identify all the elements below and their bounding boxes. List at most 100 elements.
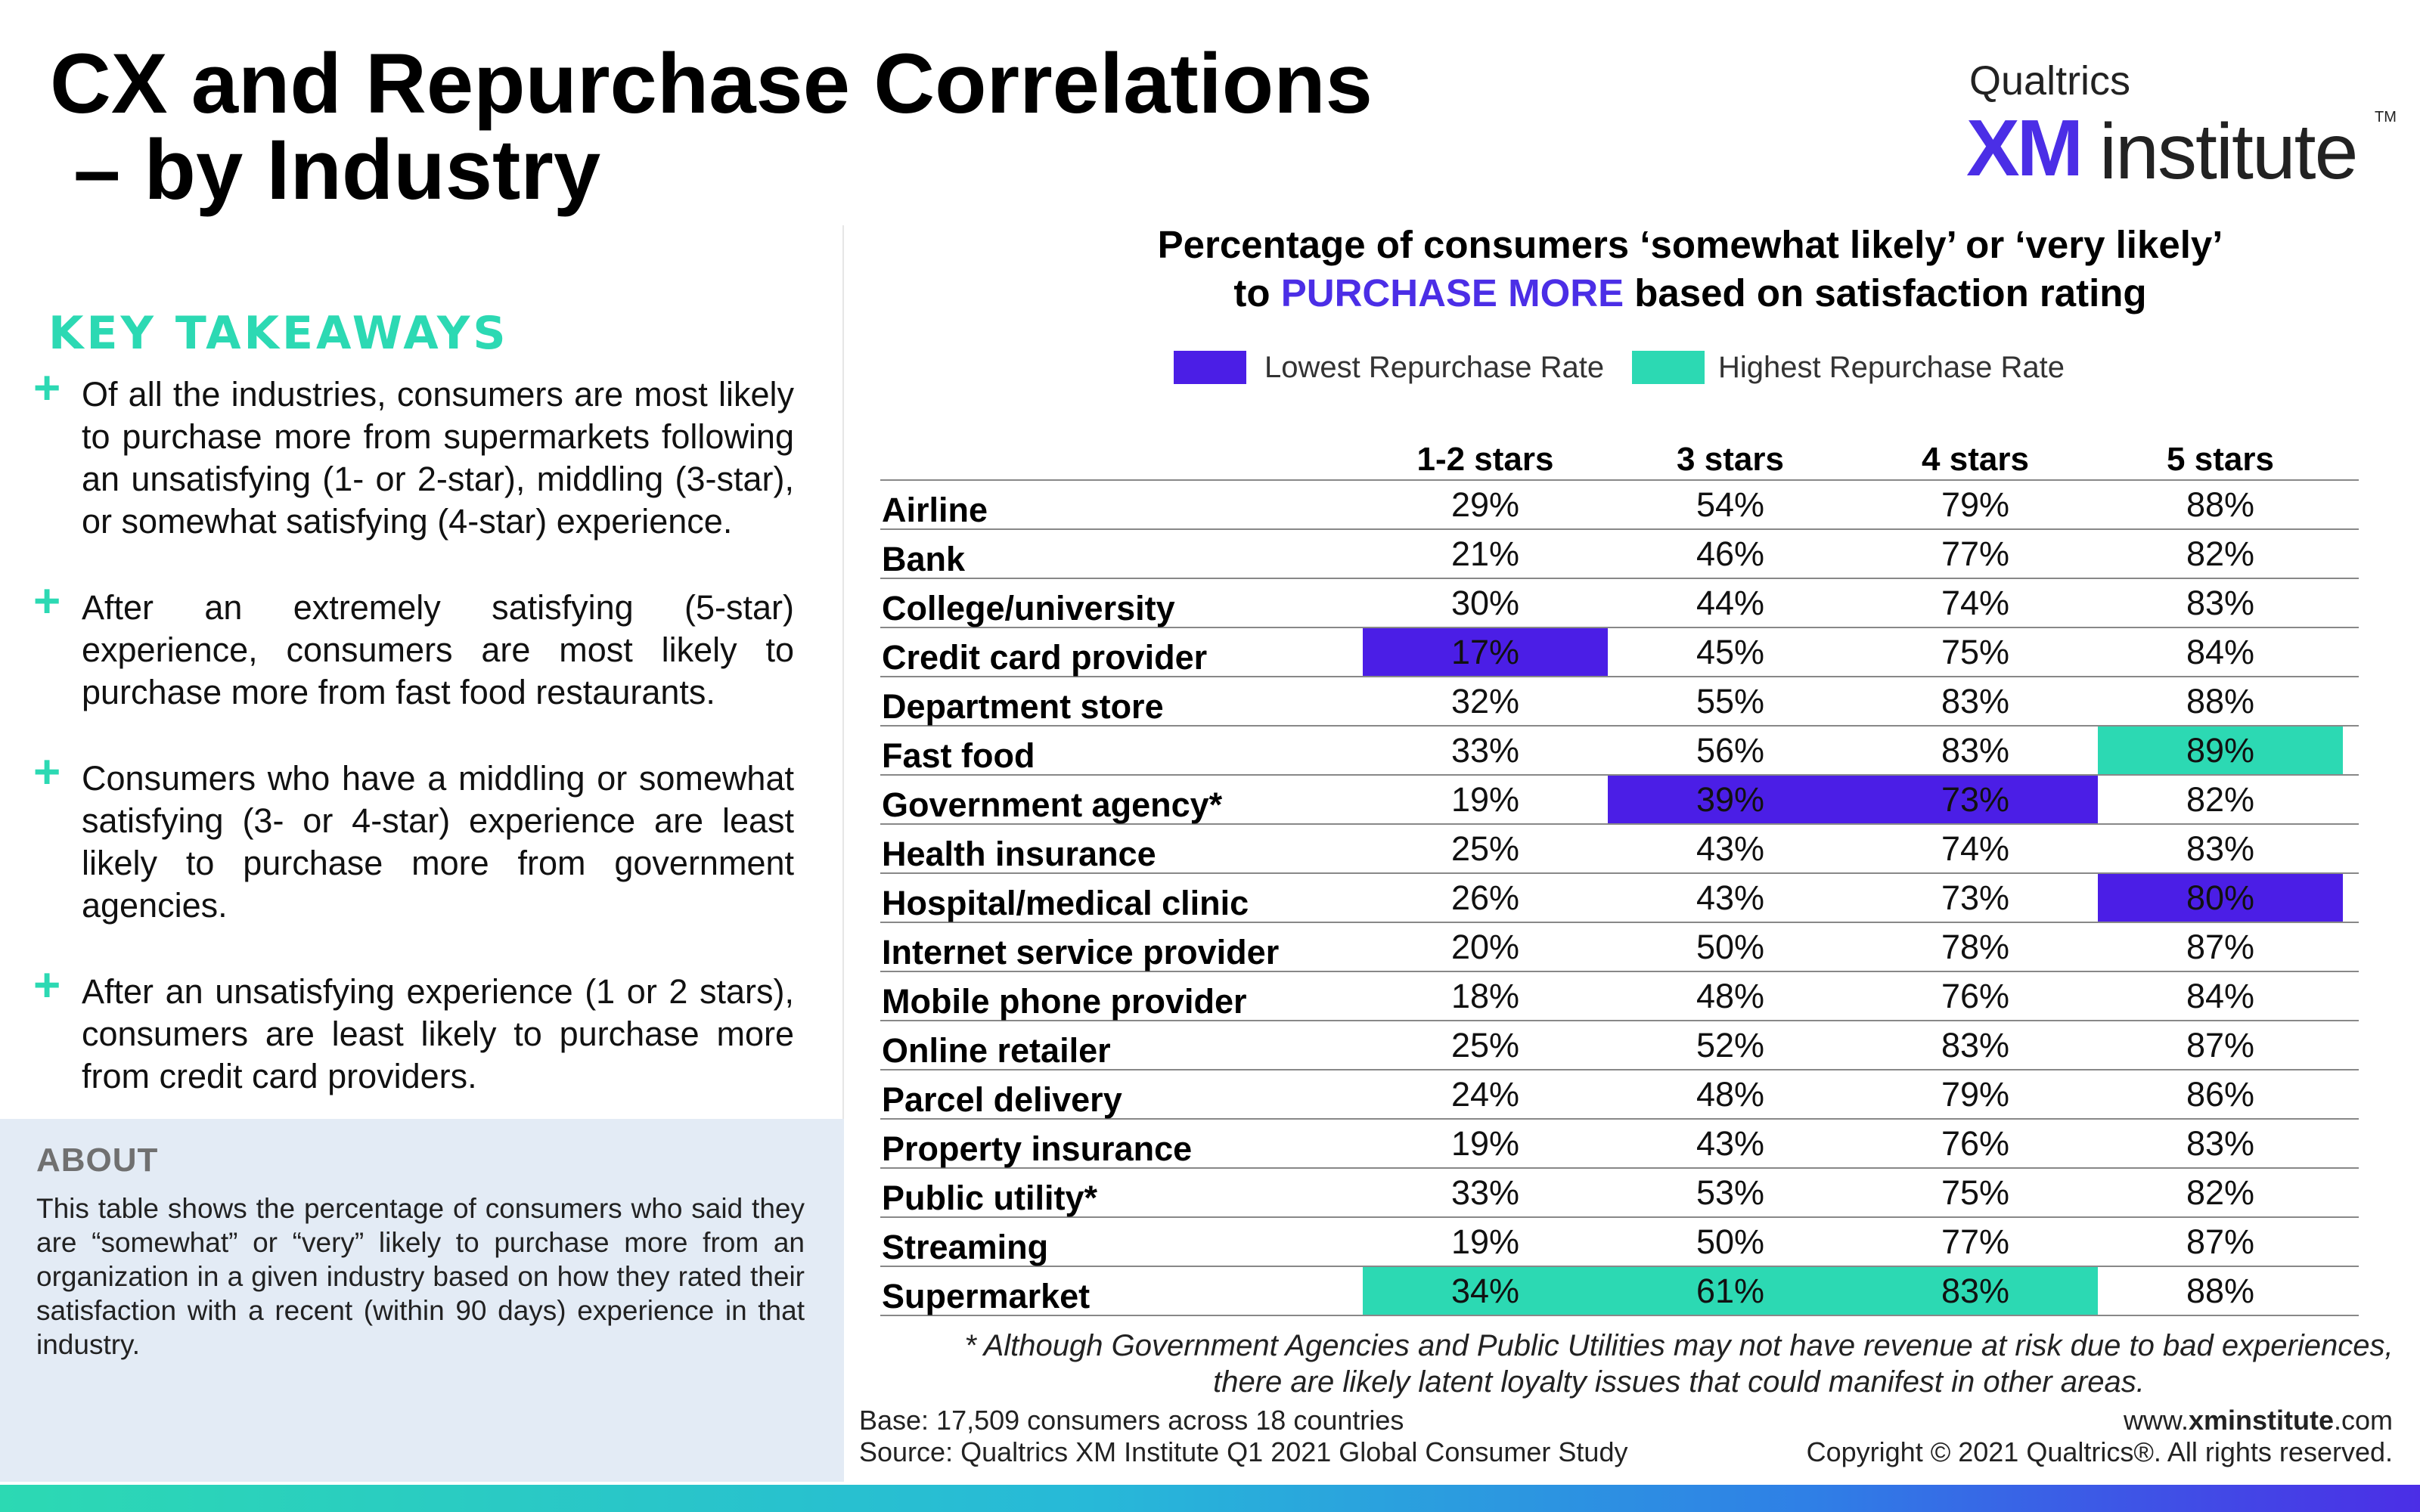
row-label: Property insurance bbox=[882, 1129, 1193, 1168]
row-label: College/university bbox=[882, 589, 1175, 627]
table-cell: 54% bbox=[1696, 485, 1765, 524]
website-link-post: .com bbox=[2333, 1405, 2393, 1436]
legend-low-swatch bbox=[1174, 351, 1246, 384]
column-header: 4 stars bbox=[1922, 441, 2029, 478]
table-cell: 83% bbox=[2186, 1124, 2255, 1163]
table-row: Supermarket 34% 61% 83% 88% bbox=[880, 1267, 2359, 1316]
takeaway-text: Consumers who have a middling or somewha… bbox=[82, 759, 794, 925]
table-cell: 79% bbox=[1941, 1075, 2010, 1114]
table-row: Public utility* 33% 53% 75% 82% bbox=[880, 1169, 2359, 1218]
table-cell: 83% bbox=[1941, 1026, 2010, 1064]
table-cell: 18% bbox=[1450, 977, 1520, 1015]
table-row: Department store 32% 55% 83% 88% bbox=[880, 677, 2359, 727]
table-cell: 56% bbox=[1696, 731, 1765, 770]
cell-lowest: 17% bbox=[1363, 628, 1608, 676]
about-panel: ABOUT This table shows the percentage of… bbox=[0, 1119, 844, 1482]
source-note: Base: 17,509 consumers across 18 countri… bbox=[859, 1405, 1627, 1468]
table-cell: 74% bbox=[1941, 829, 2010, 868]
repurchase-table: 1-2 stars 3 stars 4 stars 5 stars Airline 29… bbox=[880, 440, 2359, 1316]
cell-lowest: 39% bbox=[1608, 776, 1853, 823]
table-cell: 25% bbox=[1450, 829, 1520, 868]
key-takeaways-heading: KEY TAKEAWAYS bbox=[48, 307, 509, 360]
table-cell: 55% bbox=[1696, 682, 1765, 720]
table-cell: 19% bbox=[1450, 780, 1520, 819]
legend-high-swatch bbox=[1632, 351, 1705, 384]
about-text: This table shows the percentage of consu… bbox=[36, 1193, 805, 1360]
footer-credits: www.xminstitute.com Copyright © 2021 Qua… bbox=[1807, 1405, 2393, 1468]
table-cell: 83% bbox=[2186, 829, 2255, 868]
table-row: Property insurance 19% 43% 76% 83% bbox=[880, 1120, 2359, 1169]
logo-brand-text: Qualtrics bbox=[1969, 58, 2131, 104]
page-title-line1: CX and Repurchase Correlations bbox=[50, 36, 1373, 131]
table-cell: 24% bbox=[1450, 1075, 1520, 1114]
table-row: Online retailer 25% 52% 83% 87% bbox=[880, 1021, 2359, 1070]
table-cell: 83% bbox=[1941, 731, 2010, 770]
table-cell: 26% bbox=[1450, 878, 1520, 917]
table-header-row: 1-2 stars 3 stars 4 stars 5 stars bbox=[880, 440, 2359, 481]
cell-highest: 83% bbox=[1853, 1267, 2098, 1315]
table-cell: 33% bbox=[1450, 731, 1520, 770]
takeaway-text: After an extremely satisfying (5-star) e… bbox=[82, 588, 794, 711]
table-row: College/university 30% 44% 74% 83% bbox=[880, 579, 2359, 628]
takeaway-item: + Consumers who have a middling or somewh… bbox=[30, 749, 794, 927]
column-header: 1-2 stars bbox=[1416, 441, 1554, 478]
table-row: Fast food 33% 56% 83% 89% bbox=[880, 727, 2359, 776]
table-cell: 45% bbox=[1696, 633, 1765, 671]
table-row: Airline 29% 54% 79% 88% bbox=[880, 481, 2359, 530]
logo-institute-text: institute bbox=[2099, 108, 2358, 196]
takeaway-text: Of all the industries, consumers are mos… bbox=[82, 375, 794, 541]
source-text: Source: Qualtrics XM Institute Q1 2021 G… bbox=[859, 1436, 1628, 1467]
table-cell: 83% bbox=[2186, 584, 2255, 622]
table-cell: 43% bbox=[1696, 829, 1765, 868]
row-label: Government agency* bbox=[882, 785, 1223, 824]
table-cell: 75% bbox=[1941, 1173, 2010, 1212]
footnote: * Although Government Agencies and Publi… bbox=[885, 1328, 2420, 1400]
table-cell: 43% bbox=[1696, 1124, 1765, 1163]
table-cell: 87% bbox=[2186, 1026, 2255, 1064]
table-row: Streaming 19% 50% 77% 87% bbox=[880, 1218, 2359, 1267]
base-text: Base: 17,509 consumers across 18 countri… bbox=[859, 1405, 1404, 1436]
takeaway-text: After an unsatisfying experience (1 or 2… bbox=[82, 972, 794, 1095]
footnote-line2: there are likely latent loyalty issues t… bbox=[1213, 1365, 2145, 1399]
page-title-line2: – by Industry bbox=[50, 122, 601, 217]
table-cell: 87% bbox=[2186, 1222, 2255, 1261]
row-label: Fast food bbox=[882, 736, 1035, 775]
website-link[interactable]: www.xminstitute.com bbox=[1807, 1405, 2393, 1436]
bottom-gradient-bar bbox=[0, 1485, 2420, 1512]
table-row: Hospital/medical clinic 26% 43% 73% 80% bbox=[880, 874, 2359, 923]
about-heading: ABOUT bbox=[36, 1142, 159, 1179]
table-title: Percentage of consumers ‘somewhat likely… bbox=[900, 221, 2420, 318]
row-label: Supermarket bbox=[882, 1277, 1091, 1315]
table-cell: 46% bbox=[1696, 534, 1765, 573]
legend-high-label: Highest Repurchase Rate bbox=[1718, 351, 2065, 384]
row-label: Streaming bbox=[882, 1228, 1049, 1266]
column-header: 5 stars bbox=[2167, 441, 2274, 478]
table-title-line2-pre: to bbox=[1233, 271, 1281, 314]
page-title: CX and Repurchase Correlations – by Indu… bbox=[50, 41, 1381, 213]
row-label: Online retailer bbox=[882, 1031, 1111, 1070]
column-divider bbox=[842, 225, 844, 1122]
row-label: Airline bbox=[882, 491, 988, 529]
table-cell: 44% bbox=[1696, 584, 1765, 622]
plus-icon: + bbox=[33, 746, 61, 798]
plus-icon: + bbox=[33, 362, 61, 414]
table-row: Bank 21% 46% 77% 82% bbox=[880, 530, 2359, 579]
table-title-line1: Percentage of consumers ‘somewhat likely… bbox=[1157, 223, 2223, 266]
logo-xm-text: XM bbox=[1966, 104, 2083, 193]
table-cell: 73% bbox=[1941, 878, 2010, 917]
cell-highest: 34% bbox=[1363, 1267, 1608, 1315]
table-cell: 29% bbox=[1450, 485, 1520, 524]
table-cell: 19% bbox=[1450, 1222, 1520, 1261]
qualtrics-xm-institute-logo: Qualtrics XM institute TM bbox=[1966, 57, 2397, 196]
table-cell: 77% bbox=[1941, 1222, 2010, 1261]
plus-icon: + bbox=[33, 575, 61, 627]
row-label: Internet service provider bbox=[882, 933, 1280, 971]
table-cell: 79% bbox=[1941, 485, 2010, 524]
table-row: Health insurance 25% 43% 74% 83% bbox=[880, 825, 2359, 874]
table-cell: 88% bbox=[2186, 485, 2255, 524]
table-cell: 83% bbox=[1941, 682, 2010, 720]
row-label: Credit card provider bbox=[882, 638, 1208, 677]
table-cell: 86% bbox=[2186, 1075, 2255, 1114]
table-cell: 76% bbox=[1941, 1124, 2010, 1163]
row-label: Health insurance bbox=[882, 835, 1156, 873]
